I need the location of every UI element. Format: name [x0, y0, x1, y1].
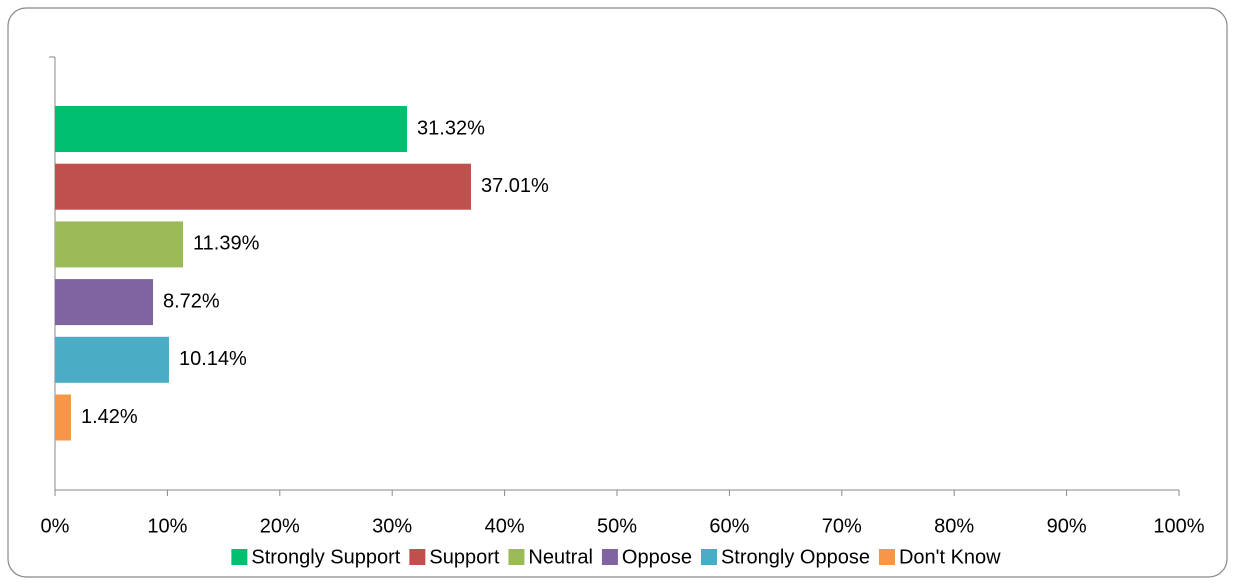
legend-label: Strongly Oppose [721, 546, 870, 568]
legend-swatch [601, 549, 618, 565]
value-label: 11.39% [193, 233, 260, 255]
bar [55, 279, 154, 326]
x-tick-label: 90% [1047, 515, 1087, 537]
bar [55, 336, 169, 383]
value-label: 31.32% [417, 117, 485, 139]
x-tick-label: 0% [41, 515, 70, 537]
x-tick-label: 10% [147, 515, 187, 537]
bar [55, 106, 408, 152]
legend-swatch [700, 549, 717, 565]
bar [55, 163, 471, 210]
legend-swatch [409, 549, 426, 565]
x-tick-label: 60% [709, 515, 749, 537]
legend-swatch [508, 549, 525, 565]
value-label: 8.72% [163, 290, 220, 312]
legend-label: Strongly Support [251, 546, 400, 568]
value-label: 10.14% [179, 348, 247, 370]
x-tick-label: 100% [1153, 515, 1204, 537]
value-label: 1.42% [81, 406, 138, 428]
legend-label: Support [429, 546, 499, 568]
legend-label: Don't Know [899, 546, 1001, 568]
x-tick-label: 20% [260, 515, 300, 537]
value-label: 37.01% [481, 175, 549, 197]
x-tick-label: 40% [485, 515, 525, 537]
bar [55, 221, 184, 268]
x-tick-label: 70% [822, 515, 862, 537]
legend-swatch [878, 549, 895, 565]
bar [55, 394, 71, 441]
x-tick-label: 30% [372, 515, 412, 537]
legend-label: Neutral [528, 546, 592, 568]
legend-swatch [231, 549, 248, 565]
x-tick-label: 80% [934, 515, 974, 537]
legend-label: Oppose [622, 546, 692, 568]
x-tick-label: 50% [597, 515, 637, 537]
